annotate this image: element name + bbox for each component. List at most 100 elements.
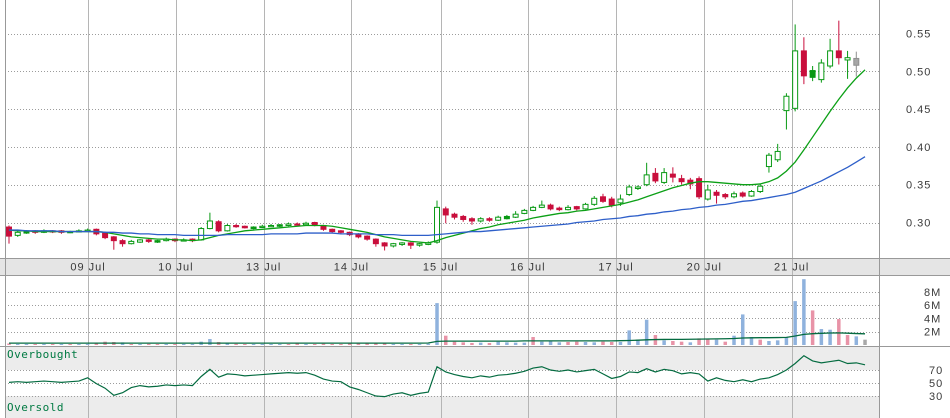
candle-body: [337, 230, 344, 233]
date-axis-band: [0, 258, 950, 275]
volume-bar: [278, 344, 282, 345]
candle-body: [137, 239, 144, 243]
candle-body: [704, 189, 711, 200]
candle-body: [329, 228, 336, 233]
volume-bar: [461, 342, 465, 345]
candle-body: [206, 220, 213, 230]
volume-bar: [749, 337, 754, 345]
volume-bar: [50, 344, 55, 345]
volume-bar: [7, 343, 11, 345]
volume-bar: [312, 344, 317, 345]
candle-body: [757, 185, 764, 193]
volume-bar: [347, 343, 352, 345]
rsi-axis-label: 50: [929, 378, 943, 390]
candle-body: [582, 203, 589, 210]
volume-bar: [330, 344, 334, 345]
volume-bar: [400, 344, 404, 345]
volume-bar: [505, 342, 509, 345]
candle-body: [678, 178, 685, 183]
candle-body: [608, 198, 615, 206]
candle-body: [800, 50, 807, 77]
volume-bar: [181, 344, 186, 345]
volume-bar: [77, 344, 81, 345]
volume-panel: [7, 279, 867, 345]
volume-bar: [636, 339, 640, 345]
date-axis-label: 20 Jul: [687, 262, 722, 274]
candle-body: [809, 70, 816, 78]
candle-body: [154, 240, 161, 243]
volume-bar: [863, 339, 867, 345]
volume-bar: [592, 342, 596, 345]
volume-bar: [304, 344, 308, 345]
candle-body: [372, 238, 379, 245]
candle-body: [399, 242, 406, 245]
candle-body: [14, 231, 21, 236]
candle-body: [477, 218, 484, 222]
price-axis-label: 0.45: [906, 104, 931, 116]
volume-bar: [548, 341, 553, 345]
candle-body: [407, 242, 414, 246]
candle-body: [390, 243, 397, 247]
candle-body: [556, 207, 563, 211]
volume-bar: [706, 339, 710, 345]
candle-body: [224, 225, 231, 232]
candle-body: [739, 192, 746, 197]
volume-bar: [417, 344, 422, 345]
candle-body: [643, 174, 650, 186]
volume-bar: [854, 336, 859, 345]
volume-bar: [557, 342, 562, 345]
candle-body: [145, 239, 152, 242]
volume-bar: [566, 342, 570, 345]
candle-body: [818, 62, 825, 81]
candle-body: [294, 223, 301, 226]
candle-body: [451, 213, 458, 218]
candle-body: [503, 215, 510, 220]
rsi-axis-label: 70: [929, 365, 943, 377]
volume-bar: [147, 343, 151, 345]
volume-bar: [784, 337, 789, 345]
date-axis-label: 10 Jul: [158, 262, 193, 274]
volume-bar: [601, 341, 605, 345]
volume-bar: [496, 341, 500, 345]
volume-bar: [671, 341, 675, 345]
date-axis-label: 15 Jul: [423, 262, 458, 274]
volume-axis-label: 2M: [924, 327, 941, 339]
date-axis-label: 21 Jul: [774, 262, 809, 274]
volume-bar: [426, 343, 431, 345]
candle-body: [512, 213, 519, 218]
price-axis-label: 0.30: [906, 218, 931, 230]
volume-bar: [190, 344, 195, 345]
volume-bar: [234, 343, 238, 345]
candle-body: [381, 242, 388, 247]
volume-bar: [409, 344, 413, 345]
volume-bar: [627, 330, 631, 345]
candle-body: [110, 236, 117, 242]
candle-body: [853, 57, 860, 66]
volume-bar: [435, 303, 439, 345]
candle-body: [565, 206, 572, 211]
candle-body: [748, 191, 755, 197]
overbought-label: Overbought: [7, 348, 79, 361]
volume-bar: [793, 301, 797, 345]
rsi-line: [8, 354, 866, 398]
candle-body: [634, 186, 641, 189]
candle-body: [416, 243, 423, 246]
price-panel: [6, 20, 866, 251]
price-axis-label: 0.40: [906, 142, 931, 154]
volume-bar: [269, 344, 273, 345]
volume-bar: [42, 344, 46, 345]
volume-bar: [540, 341, 544, 345]
volume-bar: [740, 314, 745, 345]
candle-body: [119, 240, 126, 245]
volume-bar: [173, 344, 177, 345]
volume-bar: [513, 342, 518, 345]
candle-body: [661, 172, 668, 183]
candle-body: [792, 50, 799, 109]
volume-bar: [828, 329, 832, 345]
volume-bar: [575, 341, 579, 345]
volume-bar: [662, 340, 666, 345]
candle-body: [276, 224, 283, 227]
candle-body: [626, 186, 633, 196]
candle-body: [6, 226, 12, 237]
